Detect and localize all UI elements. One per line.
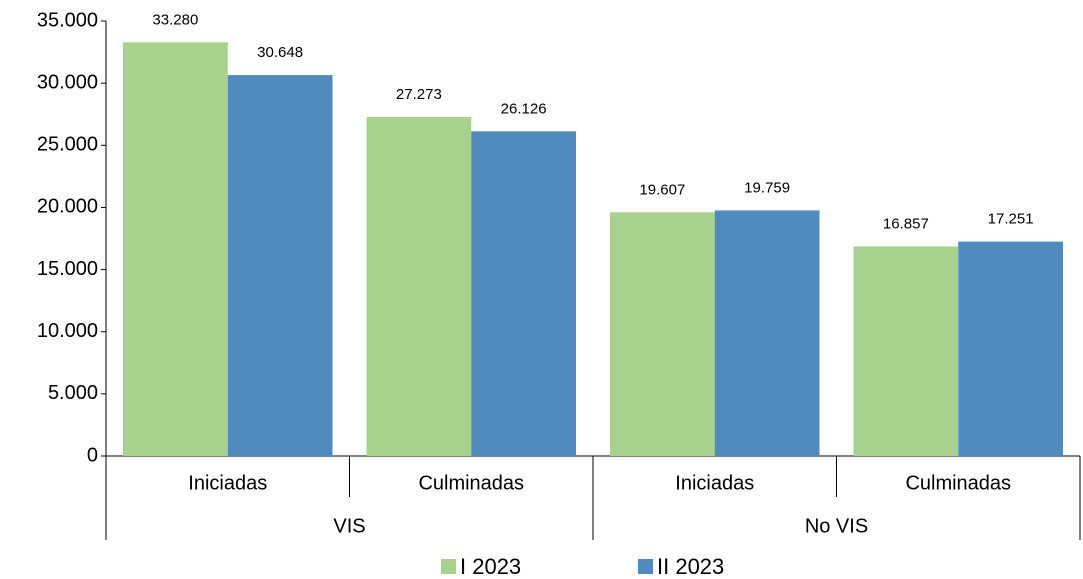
value-label: 27.273: [396, 86, 442, 103]
legend-label: I 2023: [460, 554, 521, 579]
legend-label: II 2023: [657, 554, 724, 579]
bar: [610, 212, 715, 456]
value-label: 19.759: [744, 179, 790, 196]
bar: [714, 210, 820, 456]
legend-swatch: [638, 559, 653, 574]
y-tick-label: 10.000: [37, 320, 98, 342]
bar: [958, 241, 1063, 456]
y-tick-label: 25.000: [37, 134, 98, 156]
legend-swatch: [441, 559, 456, 574]
bar: [366, 117, 472, 456]
y-tick-label: 30.000: [37, 71, 98, 93]
x-tick-label: Culminadas: [418, 472, 524, 494]
value-label: 17.251: [988, 211, 1034, 228]
x-tick-label: Culminadas: [905, 472, 1011, 494]
value-label: 19.607: [639, 181, 685, 198]
value-label: 16.857: [883, 215, 929, 232]
bar: [123, 42, 228, 457]
group-label: VIS: [333, 515, 365, 537]
bar: [471, 131, 576, 456]
value-label: 30.648: [257, 44, 303, 61]
y-tick-label: 15.000: [37, 258, 98, 280]
bar: [227, 75, 333, 456]
value-label: 33.280: [152, 11, 198, 28]
bar: [853, 246, 959, 456]
group-label: No VIS: [805, 515, 868, 537]
y-tick-label: 35.000: [37, 9, 98, 31]
y-tick-label: 20.000: [37, 196, 98, 218]
value-label: 26.126: [501, 100, 547, 117]
x-tick-label: Iniciadas: [675, 472, 754, 494]
x-tick-label: Iniciadas: [188, 472, 267, 494]
y-tick-label: 0: [87, 444, 98, 466]
y-tick-label: 5.000: [48, 382, 98, 404]
